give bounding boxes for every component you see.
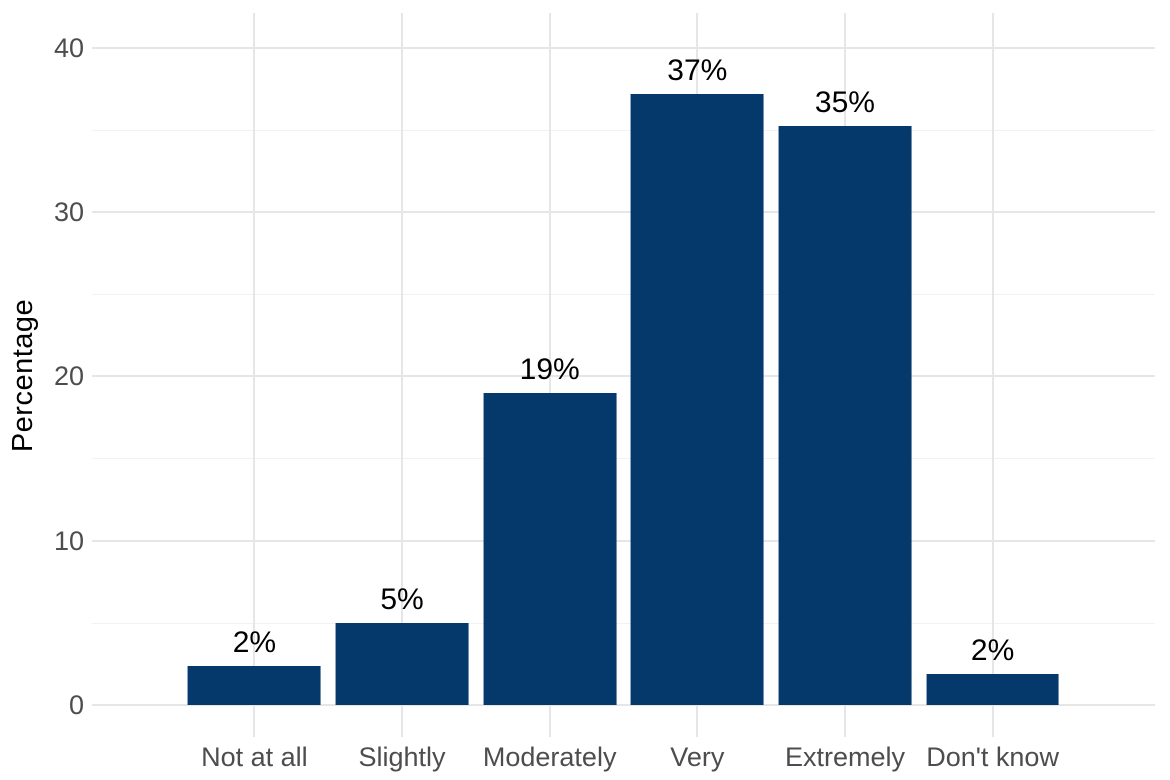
gridline-minor-y-5 (92, 622, 1155, 624)
gridline-major-y-10 (92, 539, 1155, 542)
bar-moderately (483, 392, 617, 705)
x-tick-label-don-t-know: Don't know (926, 742, 1059, 772)
x-tick-label-very: Very (670, 742, 725, 772)
bar-very (630, 93, 764, 705)
bar-slightly (335, 622, 469, 705)
gridline-vertical-slightly (401, 13, 404, 737)
gridline-vertical-moderately (548, 13, 551, 737)
y-tick-label-20: 20 (53, 361, 84, 392)
bar-don-t-know (926, 673, 1060, 705)
bar-value-label-extremely: 35% (814, 86, 875, 120)
y-tick-label-40: 40 (53, 32, 84, 63)
x-tick-label-not-at-all: Not at all (201, 742, 308, 772)
x-tick-label-extremely: Extremely (784, 742, 905, 772)
x-tick-label-slightly: Slightly (358, 742, 446, 772)
bar-value-label-don-t-know: 2% (970, 633, 1015, 667)
gridline-minor-y-15 (92, 458, 1155, 460)
plot-panel: 2% 5% 19% 37% 35% 2% (92, 13, 1155, 737)
y-tick-label-10: 10 (53, 525, 84, 556)
bar-extremely (778, 126, 912, 705)
y-tick-label-30: 30 (53, 196, 84, 227)
gridline-major-y-40 (92, 46, 1155, 49)
bar-value-label-slightly: 5% (380, 582, 424, 616)
gridline-vertical-not-at-all (253, 13, 256, 737)
bar-value-label-very: 37% (667, 53, 728, 87)
gridline-major-y-0 (92, 703, 1155, 706)
y-axis-tick-labels: 0 10 20 30 40 (0, 13, 84, 737)
gridline-minor-y-25 (92, 294, 1155, 296)
gridline-vertical-don-t-know (991, 13, 994, 737)
x-axis-tick-labels: Not at all Slightly Moderately Very Extremel… (92, 744, 1155, 776)
gridline-minor-y-35 (92, 129, 1155, 131)
bar-value-label-moderately: 19% (519, 352, 580, 386)
gridline-major-y-20 (92, 375, 1155, 378)
gridline-major-y-30 (92, 210, 1155, 213)
bar-not-at-all (187, 665, 321, 705)
bar-value-label-not-at-all: 2% (232, 625, 277, 659)
y-tick-label-0: 0 (68, 689, 84, 720)
x-tick-label-moderately: Moderately (482, 742, 617, 772)
